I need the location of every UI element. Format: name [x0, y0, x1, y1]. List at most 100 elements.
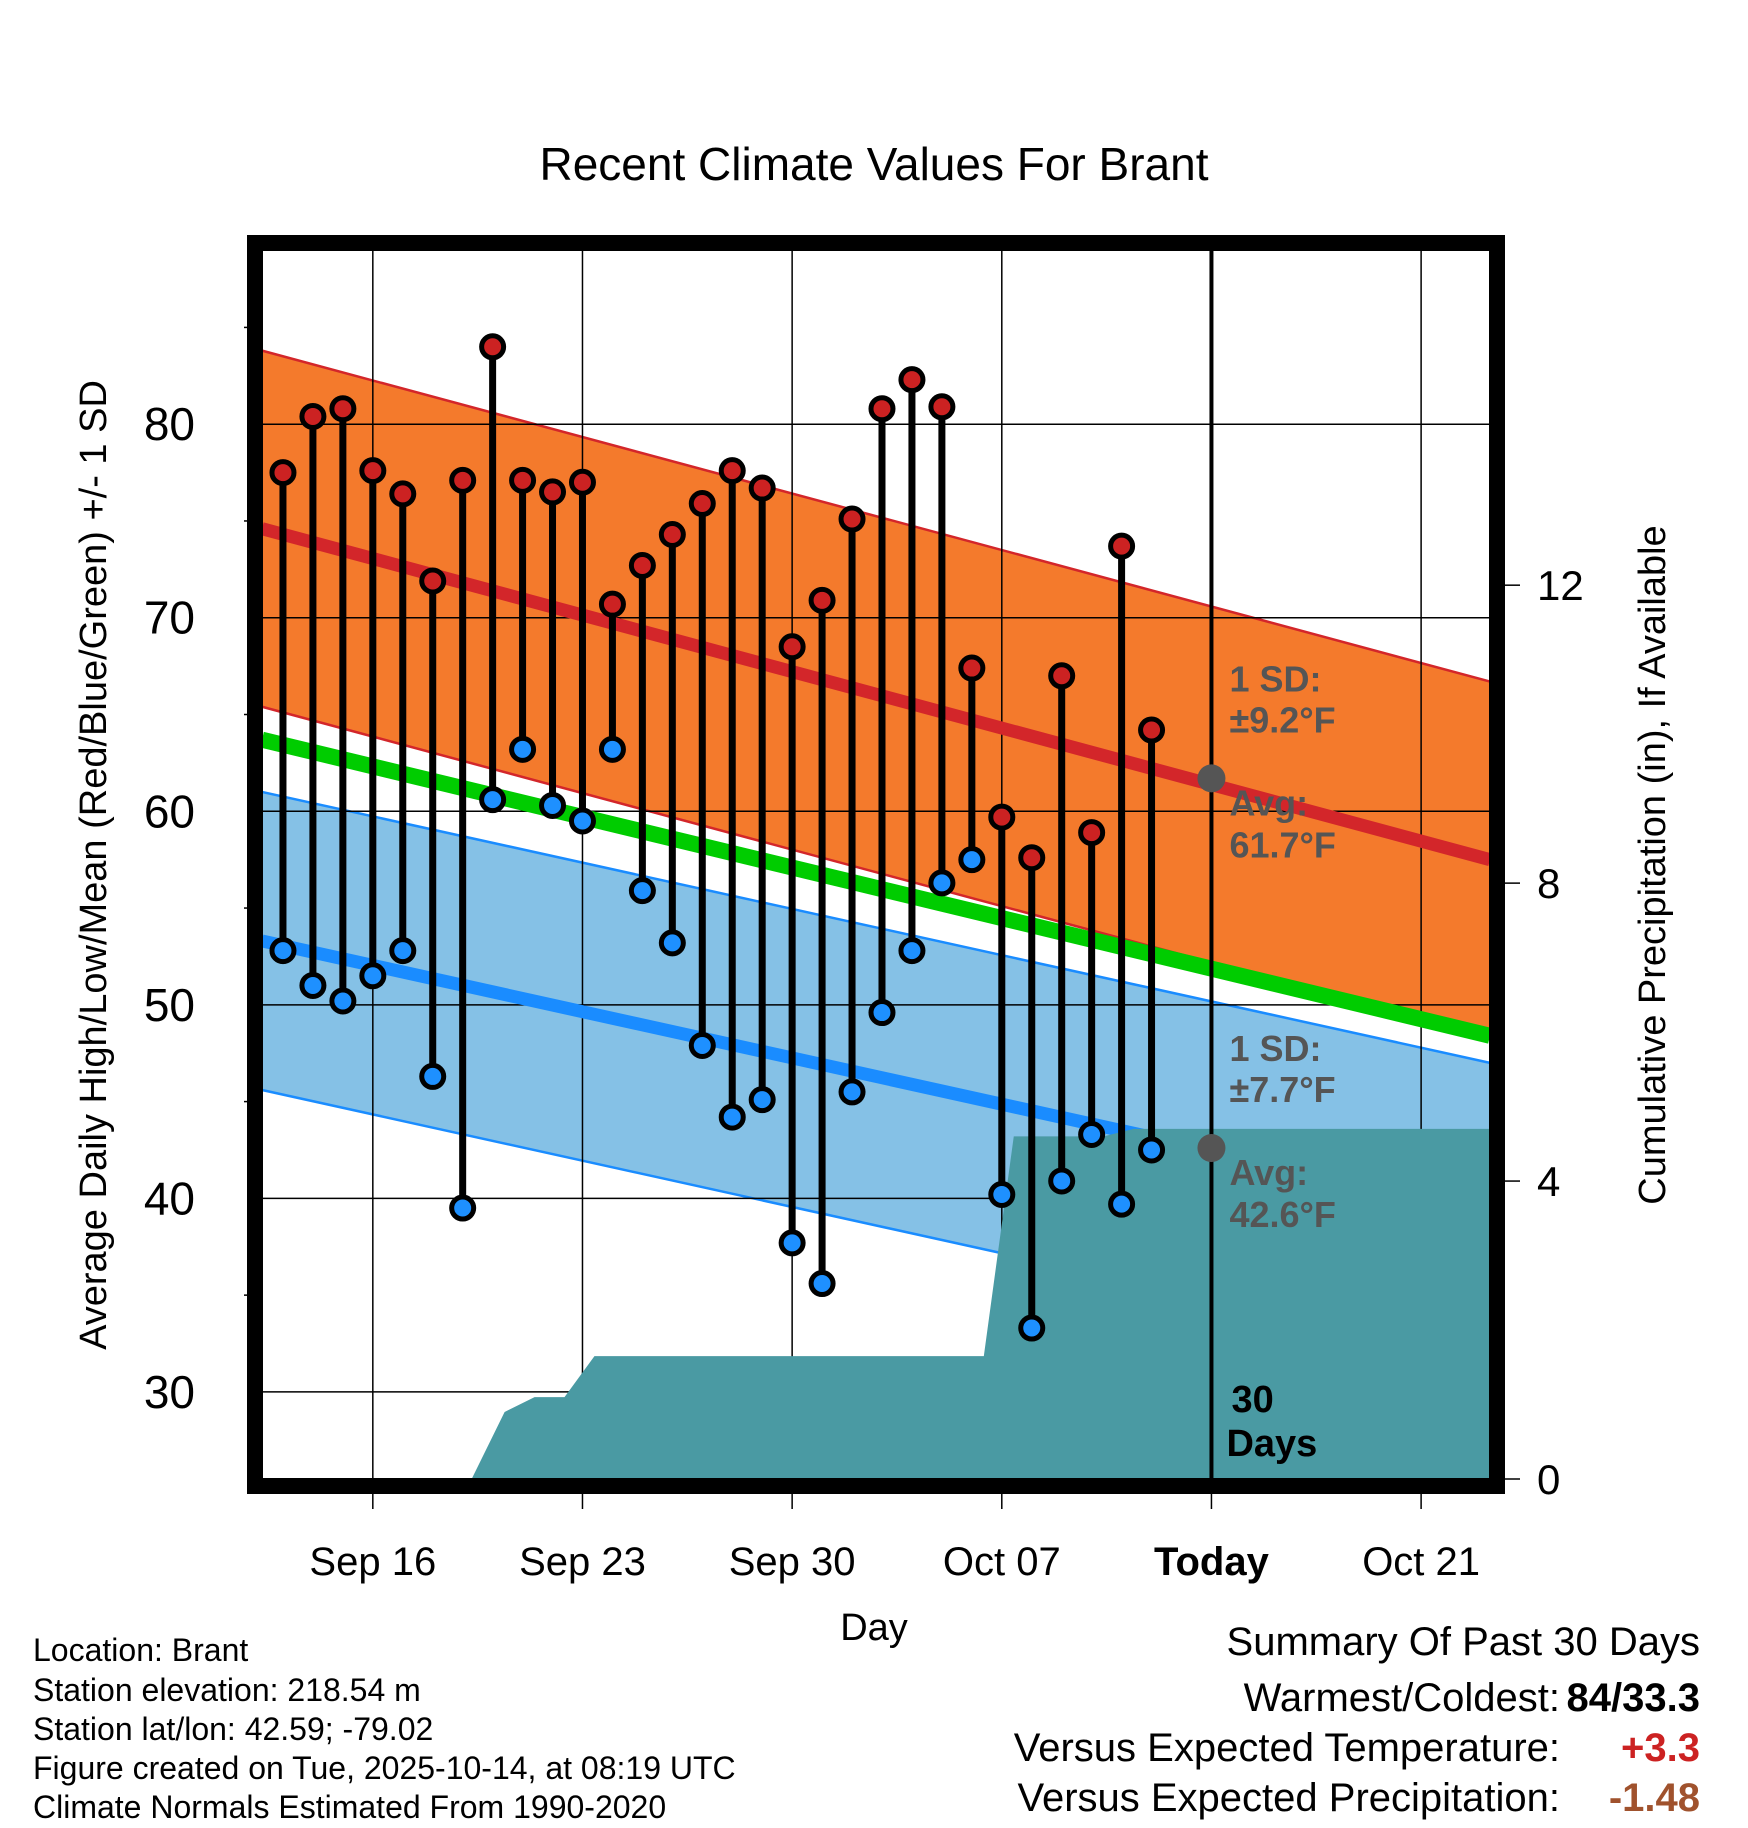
- footer-normals: Climate Normals Estimated From 1990-2020: [33, 1789, 667, 1825]
- high-point: [598, 590, 626, 618]
- low-sd-band-upper-edge: [261, 790, 1491, 1065]
- high-point: [868, 395, 896, 423]
- low-point: [1048, 1167, 1076, 1195]
- low-point: [868, 999, 896, 1027]
- low-point: [958, 846, 986, 874]
- high-point: [628, 551, 656, 579]
- low-point: [718, 1103, 746, 1131]
- low-point: [928, 869, 956, 897]
- x-tick-label: Sep 30: [729, 1540, 856, 1584]
- high-point: [419, 567, 447, 595]
- precip-area: [262, 1128, 1490, 1479]
- summary-warm-cold: Warmest/Coldest: 84/33.3: [1244, 1676, 1700, 1721]
- low-point: [658, 929, 686, 957]
- y-tick-label: 80: [144, 398, 195, 450]
- high-point: [748, 474, 776, 502]
- low-avg-label: Avg:: [1229, 1152, 1308, 1193]
- y-axis-label: Average Daily High/Low/Mean (Red/Blue/Gr…: [73, 380, 115, 1350]
- low-point: [1138, 1136, 1166, 1164]
- frame-layer: [244, 235, 1520, 1509]
- low-point: [1108, 1190, 1136, 1218]
- low-point: [688, 1031, 716, 1059]
- high-point: [1018, 844, 1046, 872]
- high-point: [1048, 662, 1076, 690]
- high-point: [898, 366, 926, 394]
- high-point: [808, 586, 836, 614]
- low-point: [598, 735, 626, 763]
- low-point: [359, 962, 387, 990]
- high-point: [688, 490, 716, 518]
- text-layer: Recent Climate Values For Brant Day Averag…: [73, 138, 1674, 1649]
- low-point: [808, 1270, 836, 1298]
- y2-tick-label: 0: [1537, 1456, 1560, 1503]
- high-point: [539, 478, 567, 506]
- summary-warm-cold-label: Warmest/Coldest:: [1243, 1676, 1560, 1720]
- plot-frame: [247, 235, 1505, 1494]
- y-tick-label: 30: [144, 1366, 195, 1418]
- high-sd-band-upper-edge: [261, 349, 1491, 683]
- footer-latlon: Station lat/lon: 42.59; -79.02: [33, 1711, 434, 1747]
- footer-location: Location: Brant: [33, 1632, 249, 1668]
- high-point: [1078, 819, 1106, 847]
- days-count-label: 30: [1231, 1379, 1273, 1421]
- normal-high-line: [260, 522, 1492, 866]
- high-point: [778, 633, 806, 661]
- low-point: [479, 786, 507, 814]
- low-point: [568, 807, 596, 835]
- low-sd-value: ±7.7°F: [1229, 1069, 1335, 1110]
- summary-title: Summary Of Past 30 Days: [1226, 1620, 1700, 1664]
- low-point: [419, 1062, 447, 1090]
- high-point: [718, 457, 746, 485]
- low-point: [299, 971, 327, 999]
- x-tick-label: Sep 23: [519, 1540, 646, 1584]
- high-point: [449, 466, 477, 494]
- low-point: [898, 937, 926, 965]
- high-point: [838, 505, 866, 533]
- precip-layer: [262, 250, 1490, 1479]
- low-point: [838, 1078, 866, 1106]
- y-tick-label: 60: [144, 785, 195, 837]
- low-point: [269, 937, 297, 965]
- normal-mean-line: [260, 731, 1492, 1044]
- y2-axis-label: Cumulative Precipitation (in), If Availa…: [1632, 525, 1674, 1204]
- high-point: [1108, 532, 1136, 560]
- summary-temp-label: Versus Expected Temperature:: [1013, 1726, 1560, 1770]
- y-tick-label: 70: [144, 592, 195, 644]
- high-point: [958, 654, 986, 682]
- low-point: [1078, 1120, 1106, 1148]
- high-point: [928, 393, 956, 421]
- high-point: [988, 803, 1016, 831]
- summary-precip: Versus Expected Precipitation: -1.48: [1017, 1776, 1700, 1821]
- high-point: [269, 459, 297, 487]
- high-point: [658, 521, 686, 549]
- y-tick-label: 50: [144, 979, 195, 1031]
- high-point: [509, 466, 537, 494]
- summary-precip-label: Versus Expected Precipitation:: [1017, 1776, 1560, 1820]
- days-word-label: Days: [1226, 1423, 1317, 1465]
- y-tick-label: 40: [144, 1172, 195, 1224]
- y2-tick-label: 4: [1537, 1158, 1560, 1205]
- high-sd-value: ±9.2°F: [1229, 699, 1335, 740]
- low-sd-label: 1 SD:: [1229, 1028, 1321, 1069]
- high-point: [389, 480, 417, 508]
- low-point: [748, 1086, 776, 1114]
- low-avg-value: 42.6°F: [1229, 1194, 1335, 1235]
- today-low-avg-marker: [1197, 1134, 1226, 1163]
- low-point: [778, 1229, 806, 1257]
- low-point: [1018, 1314, 1046, 1342]
- low-point: [988, 1180, 1016, 1208]
- x-tick-label: Oct 07: [943, 1540, 1061, 1584]
- summary-temp: Versus Expected Temperature: +3.3: [1014, 1726, 1700, 1771]
- low-point: [539, 791, 567, 819]
- high-avg-label: Avg:: [1229, 782, 1308, 823]
- high-point: [329, 395, 357, 423]
- summary-precip-value: -1.48: [1608, 1776, 1700, 1820]
- high-point: [479, 333, 507, 361]
- today-high-avg-marker: [1197, 764, 1226, 793]
- summary-temp-value: +3.3: [1621, 1726, 1700, 1770]
- y2-tick-label: 12: [1537, 562, 1584, 609]
- y2-tick-label: 8: [1537, 860, 1560, 907]
- high-point: [568, 468, 596, 496]
- low-point: [509, 735, 537, 763]
